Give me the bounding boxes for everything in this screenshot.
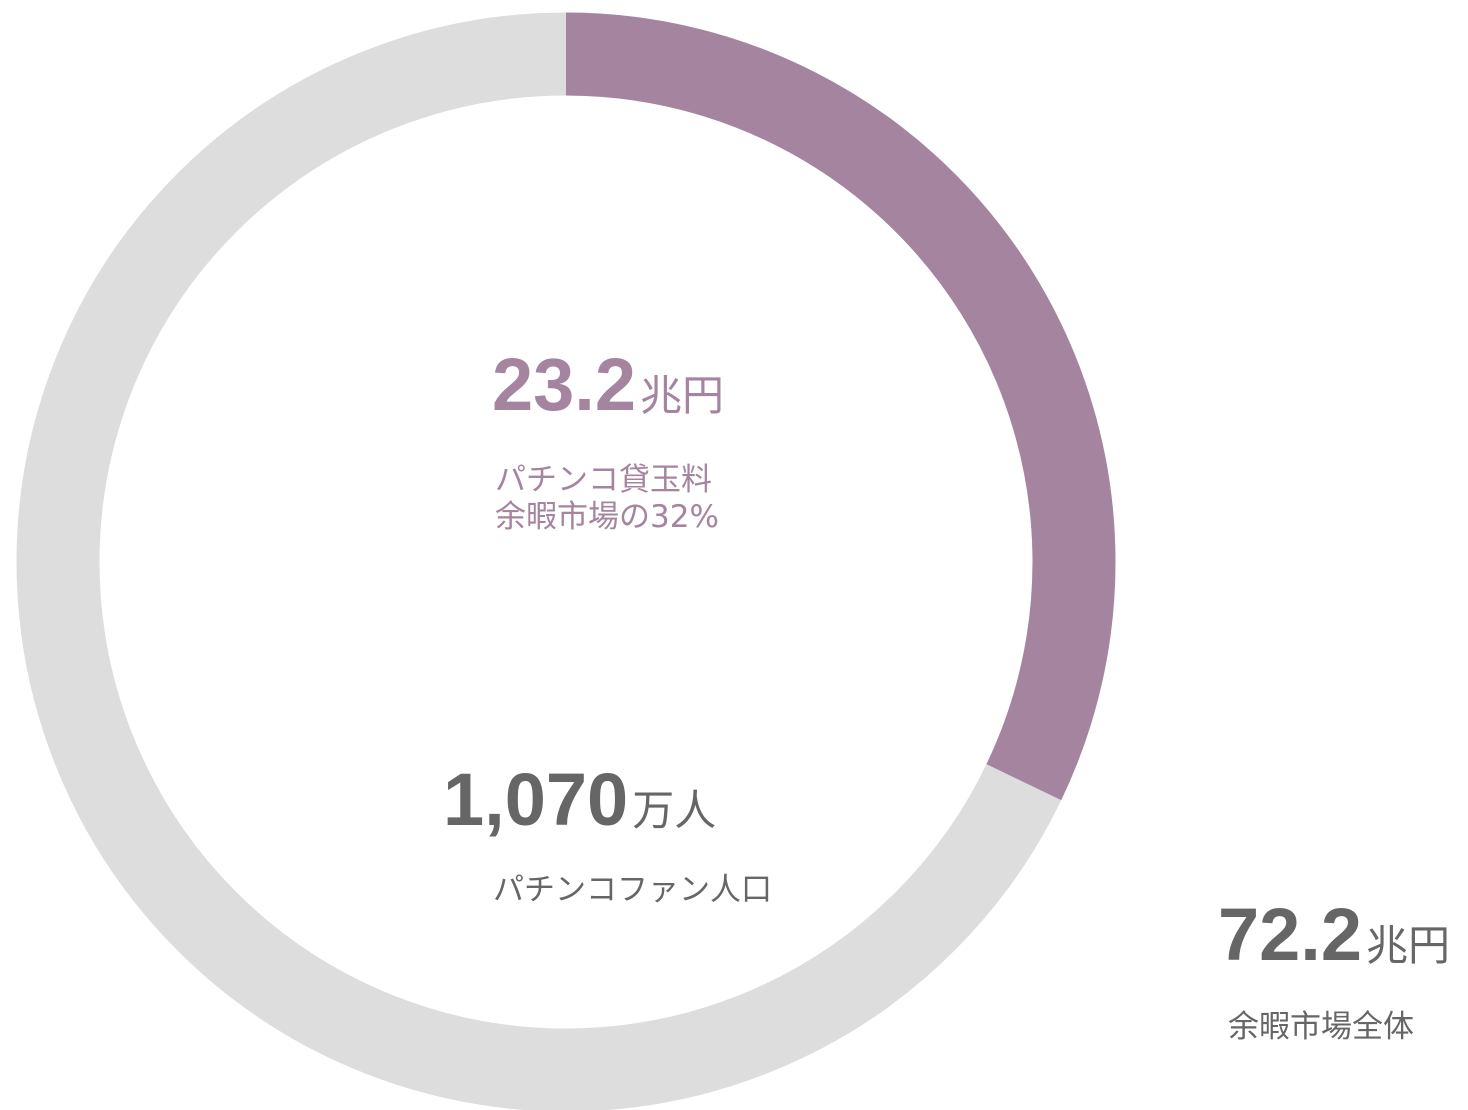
fans-value: 1,070万人: [443, 758, 716, 841]
segment-label: パチンコ貸玉料: [495, 462, 712, 498]
segment-label: 余暇市場の32%: [495, 499, 719, 535]
total-value: 72.2兆円: [1218, 893, 1450, 976]
donut-segment: [565, 12, 1116, 801]
fans-label: パチンコファン人口: [493, 872, 772, 908]
fans-number: 1,070: [443, 758, 628, 841]
fans-unit: 万人: [632, 787, 716, 834]
segment-number: 23.2: [492, 343, 636, 426]
segment-value: 23.2兆円: [492, 343, 724, 426]
total-unit: 兆円: [1366, 922, 1450, 969]
total-number: 72.2: [1218, 893, 1362, 976]
total-label: 余暇市場全体: [1228, 1009, 1414, 1045]
segment-unit: 兆円: [640, 372, 724, 419]
